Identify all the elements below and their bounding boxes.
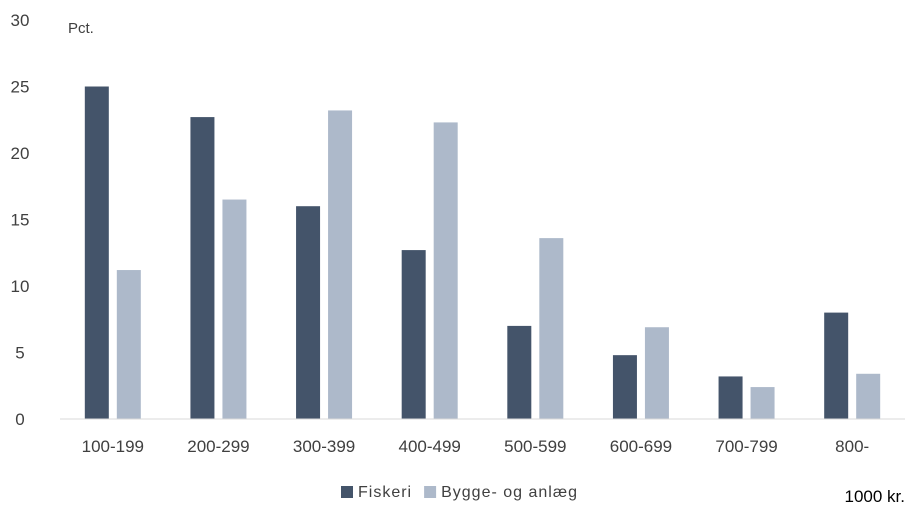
x-tick-label: 100-199 bbox=[82, 437, 144, 456]
x-tick-label: 500-599 bbox=[504, 437, 566, 456]
bar-fiskeri bbox=[296, 206, 321, 419]
bar-fiskeri bbox=[507, 325, 532, 419]
bar-fiskeri bbox=[401, 250, 426, 419]
legend-swatch bbox=[424, 486, 437, 498]
bar-bygge-og-anlaeg bbox=[328, 110, 353, 419]
bar-fiskeri bbox=[718, 376, 743, 419]
x-axis-unit-label: 1000 kr. bbox=[845, 487, 906, 506]
bar-fiskeri bbox=[612, 355, 637, 419]
x-tick-label: 800- bbox=[835, 437, 869, 456]
legend-label: Bygge- og anlæg bbox=[441, 484, 578, 501]
bar-bygge-og-anlaeg bbox=[433, 122, 458, 419]
y-tick-label: 15 bbox=[11, 211, 30, 230]
x-tick-label: 400-499 bbox=[398, 437, 460, 456]
y-tick-label: 10 bbox=[11, 277, 30, 296]
bars bbox=[84, 86, 881, 419]
y-tick-label: 25 bbox=[11, 78, 30, 97]
bar-fiskeri bbox=[190, 117, 215, 419]
y-tick-label: 0 bbox=[15, 410, 24, 429]
bar-bygge-og-anlaeg bbox=[856, 373, 881, 419]
x-tick-label: 300-399 bbox=[293, 437, 355, 456]
x-axis-ticks: 100-199 200-299 300-399 400-499 500-599 600-6… bbox=[82, 437, 870, 456]
bar-bygge-og-anlaeg bbox=[116, 270, 141, 419]
x-tick-label: 200-299 bbox=[187, 437, 249, 456]
y-axis-unit-label: Pct. bbox=[68, 20, 94, 37]
bar-bygge-og-anlaeg bbox=[644, 327, 669, 419]
y-tick-label: 20 bbox=[11, 144, 30, 163]
bar-fiskeri bbox=[824, 312, 849, 419]
legend: Fiskeri Bygge- og anlæg bbox=[341, 484, 578, 501]
bar-bygge-og-anlaeg bbox=[750, 387, 775, 419]
legend-label: Fiskeri bbox=[358, 484, 412, 501]
y-tick-label: 30 bbox=[11, 11, 30, 30]
bar-bygge-og-anlaeg bbox=[222, 199, 247, 419]
y-tick-label: 5 bbox=[15, 344, 24, 363]
legend-swatch bbox=[341, 486, 353, 498]
x-tick-label: 700-799 bbox=[715, 437, 777, 456]
bar-bygge-og-anlaeg bbox=[539, 238, 564, 419]
bar-fiskeri bbox=[84, 86, 109, 419]
x-tick-label: 600-699 bbox=[610, 437, 672, 456]
y-axis-ticks: 0 5 10 15 20 25 30 bbox=[11, 11, 30, 429]
